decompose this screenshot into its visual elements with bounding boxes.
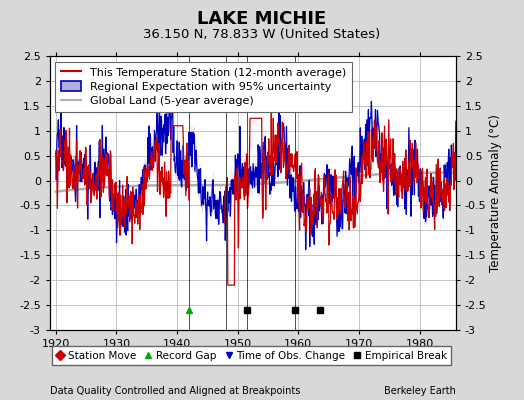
Text: LAKE MICHIE: LAKE MICHIE [198,10,326,28]
Y-axis label: Temperature Anomaly (°C): Temperature Anomaly (°C) [489,114,503,272]
Legend: This Temperature Station (12-month average), Regional Expectation with 95% uncer: This Temperature Station (12-month avera… [56,62,352,112]
Legend: Station Move, Record Gap, Time of Obs. Change, Empirical Break: Station Move, Record Gap, Time of Obs. C… [52,346,451,365]
Text: 36.150 N, 78.833 W (United States): 36.150 N, 78.833 W (United States) [144,28,380,41]
Text: Berkeley Earth: Berkeley Earth [384,386,456,396]
Text: Data Quality Controlled and Aligned at Breakpoints: Data Quality Controlled and Aligned at B… [50,386,300,396]
